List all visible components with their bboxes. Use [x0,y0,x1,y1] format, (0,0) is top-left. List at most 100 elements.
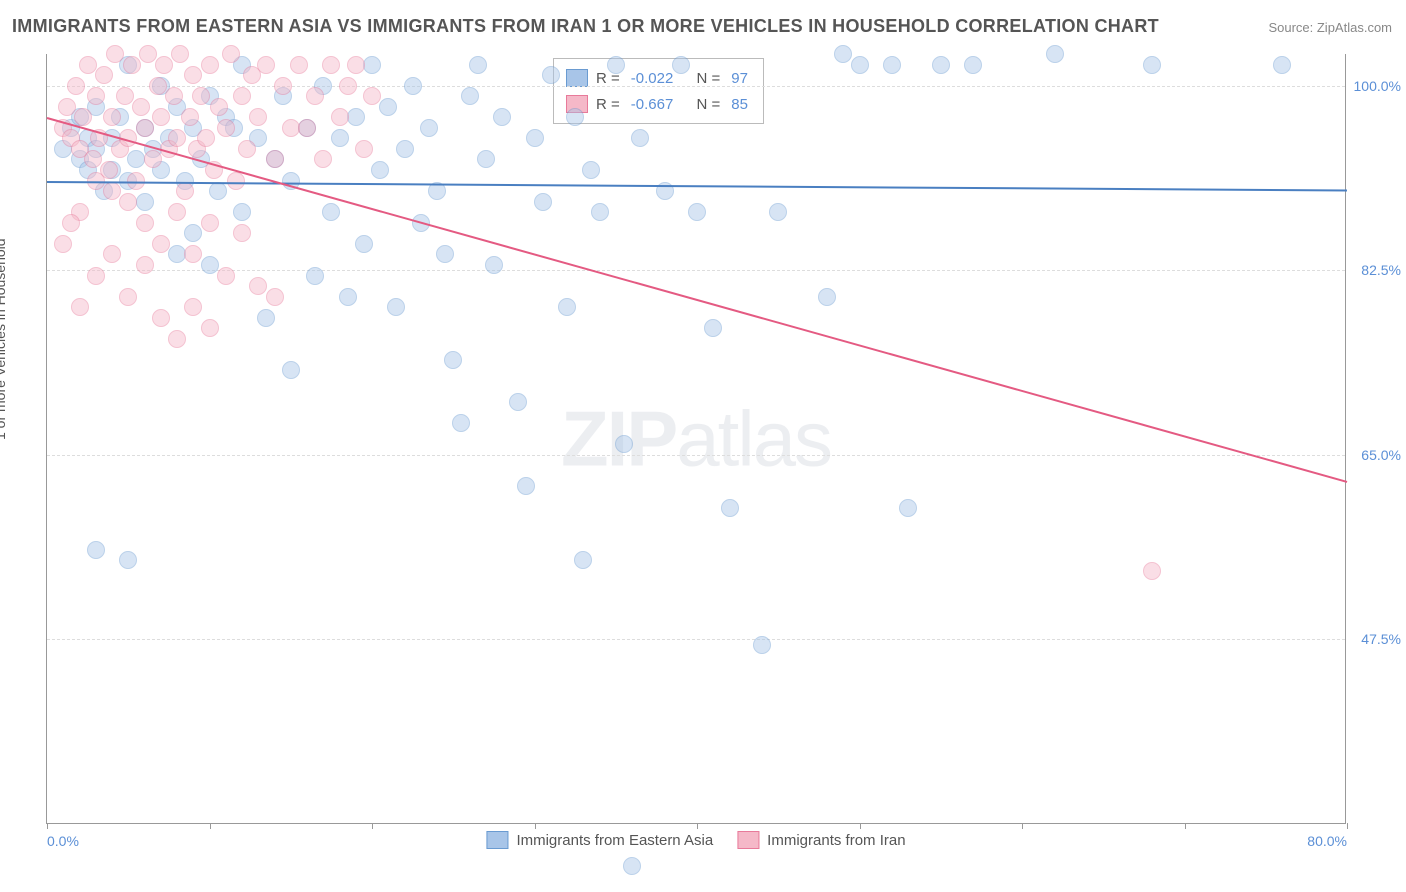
data-point-series-1 [347,108,365,126]
n-value-2: 85 [731,96,748,113]
data-point-series-2 [103,182,121,200]
watermark-atlas: atlas [676,394,831,482]
r-value-2: -0.667 [631,96,674,113]
data-point-series-1 [688,203,706,221]
data-point-series-1 [899,499,917,517]
data-point-series-2 [249,277,267,295]
legend-label-series-1: Immigrants from Eastern Asia [516,832,713,849]
swatch-series-1 [566,69,588,87]
data-point-series-2 [123,56,141,74]
data-point-series-2 [95,66,113,84]
data-point-series-2 [176,182,194,200]
data-point-series-2 [222,45,240,63]
data-point-series-2 [266,288,284,306]
x-tick [47,823,48,829]
data-point-series-1 [404,77,422,95]
data-point-series-2 [74,108,92,126]
data-point-series-2 [266,150,284,168]
x-tick [860,823,861,829]
data-point-series-2 [58,98,76,116]
data-point-series-2 [103,245,121,263]
chart-plot-area: ZIPatlas R = -0.022 N = 97 R = -0.667 N … [46,54,1346,824]
data-point-series-1 [355,235,373,253]
data-point-series-2 [87,267,105,285]
data-point-series-1 [363,56,381,74]
data-point-series-2 [119,193,137,211]
data-point-series-1 [883,56,901,74]
data-point-series-1 [461,87,479,105]
chart-title: IMMIGRANTS FROM EASTERN ASIA VS IMMIGRAN… [12,16,1159,37]
y-tick-label: 47.5% [1361,631,1401,647]
correlation-legend: R = -0.022 N = 97 R = -0.667 N = 85 [553,58,764,124]
data-point-series-1 [420,119,438,137]
series-legend: Immigrants from Eastern Asia Immigrants … [486,831,905,849]
data-point-series-2 [192,87,210,105]
data-point-series-1 [233,203,251,221]
swatch-series-2-bottom [737,831,759,849]
data-point-series-1 [582,161,600,179]
data-point-series-1 [257,309,275,327]
data-point-series-1 [136,193,154,211]
y-tick-label: 82.5% [1361,262,1401,278]
data-point-series-2 [249,108,267,126]
data-point-series-2 [306,87,324,105]
data-point-series-2 [132,98,150,116]
data-point-series-1 [379,98,397,116]
legend-item-series-1: Immigrants from Eastern Asia [486,831,713,849]
data-point-series-1 [209,182,227,200]
data-point-series-1 [542,66,560,84]
data-point-series-1 [371,161,389,179]
data-point-series-2 [217,119,235,137]
data-point-series-2 [171,45,189,63]
data-point-series-2 [106,45,124,63]
data-point-series-2 [62,214,80,232]
data-point-series-2 [136,214,154,232]
data-point-series-2 [347,56,365,74]
data-point-series-2 [67,77,85,95]
watermark: ZIPatlas [561,393,831,484]
legend-row-series-1: R = -0.022 N = 97 [566,65,751,91]
r-label: R = [596,96,620,113]
data-point-series-1 [509,393,527,411]
data-point-series-1 [477,150,495,168]
data-point-series-1 [631,129,649,147]
data-point-series-1 [769,203,787,221]
data-point-series-2 [363,87,381,105]
x-tick-label: 0.0% [47,833,79,849]
data-point-series-1 [282,361,300,379]
data-point-series-1 [753,636,771,654]
data-point-series-1 [615,435,633,453]
data-point-series-1 [704,319,722,337]
data-point-series-2 [84,150,102,168]
data-point-series-2 [168,129,186,147]
data-point-series-1 [387,298,405,316]
x-tick [1347,823,1348,829]
data-point-series-2 [139,45,157,63]
data-point-series-2 [1143,562,1161,580]
data-point-series-1 [818,288,836,306]
data-point-series-2 [227,172,245,190]
x-tick [1022,823,1023,829]
data-point-series-1 [517,477,535,495]
data-point-series-2 [149,77,167,95]
data-point-series-2 [184,66,202,84]
data-point-series-1 [87,541,105,559]
x-tick [1185,823,1186,829]
x-tick [210,823,211,829]
data-point-series-2 [355,140,373,158]
trendline-series-2 [47,117,1348,483]
gridline [47,270,1345,271]
y-axis-label: 1 or more Vehicles in Household [0,238,8,440]
y-tick-label: 65.0% [1361,447,1401,463]
data-point-series-2 [54,235,72,253]
data-point-series-2 [201,56,219,74]
data-point-series-1 [119,551,137,569]
data-point-series-2 [103,108,121,126]
data-point-series-1 [566,108,584,126]
data-point-series-2 [217,267,235,285]
data-point-series-2 [152,309,170,327]
data-point-series-2 [233,224,251,242]
gridline [47,639,1345,640]
n-value-1: 97 [731,70,748,87]
data-point-series-2 [201,319,219,337]
